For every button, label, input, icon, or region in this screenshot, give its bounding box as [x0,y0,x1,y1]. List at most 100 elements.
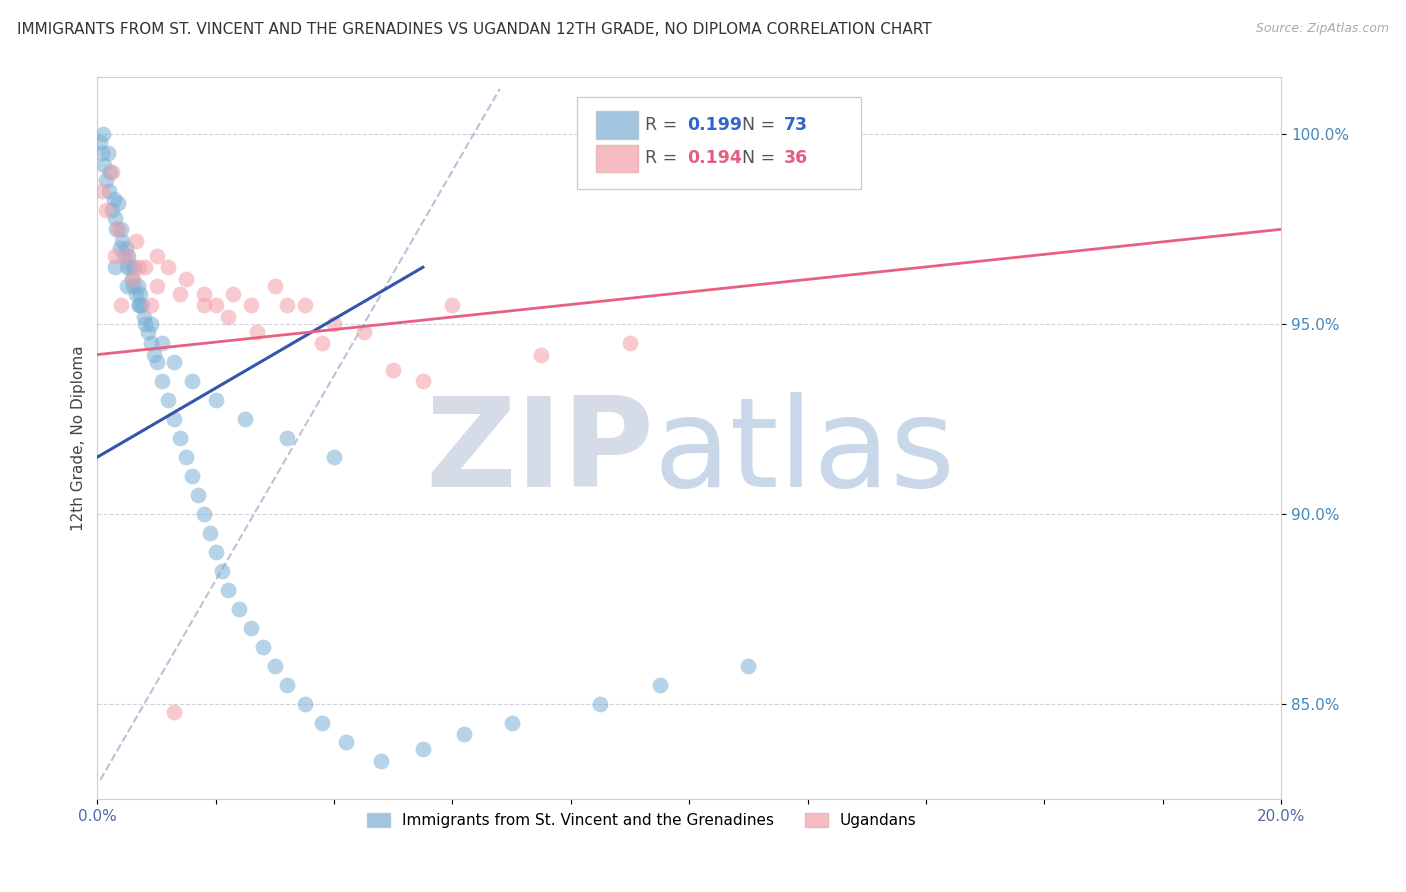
Point [181,374,204,388]
Point [96,203,118,218]
Text: N =: N = [742,149,782,167]
Point [323,450,346,464]
Point [152,374,174,388]
Point [127,279,149,293]
Text: 73: 73 [785,116,808,134]
Point [412,742,434,756]
Point [217,582,239,597]
Point [240,621,263,635]
Point [453,727,475,741]
Point [117,249,139,263]
Point [169,286,191,301]
Point [136,325,159,339]
FancyBboxPatch shape [596,145,638,172]
Point [222,286,245,301]
Point [441,298,464,312]
Point [100,165,122,179]
Text: atlas: atlas [654,392,956,513]
Point [96,173,118,187]
Point [110,222,132,236]
Point [252,640,274,654]
Point [276,431,298,445]
Point [193,286,215,301]
Point [412,374,434,388]
Point [193,507,215,521]
Point [134,317,156,331]
Point [121,271,143,285]
Point [108,241,131,255]
Point [211,564,233,578]
Point [335,735,357,749]
Point [139,298,162,312]
Point [737,659,759,673]
Point [122,260,145,275]
Point [111,234,134,248]
Point [104,211,127,225]
Point [125,234,148,248]
Point [163,355,186,369]
Point [91,146,114,161]
Text: R =: R = [645,116,683,134]
Y-axis label: 12th Grade, No Diploma: 12th Grade, No Diploma [72,345,86,531]
Point [131,298,153,312]
Point [294,298,316,312]
Point [589,697,612,711]
Point [382,363,405,377]
Point [139,317,162,331]
Point [103,192,125,206]
Point [163,412,186,426]
Text: 36: 36 [785,149,808,167]
Point [353,325,375,339]
Point [115,260,138,275]
Point [181,469,204,483]
Point [89,135,111,149]
Point [193,298,215,312]
Point [370,754,392,768]
Point [157,260,180,275]
Point [98,185,121,199]
Point [114,241,136,255]
Point [246,325,269,339]
Point [128,260,150,275]
Point [129,286,152,301]
Point [619,336,641,351]
Point [323,317,346,331]
Point [101,165,124,179]
Point [311,715,333,730]
Point [115,279,138,293]
Point [530,348,553,362]
Point [501,715,523,730]
Point [240,298,263,312]
Point [648,678,671,692]
Point [132,310,155,324]
Point [198,526,221,541]
Point [204,545,226,559]
Point [118,260,141,275]
Text: IMMIGRANTS FROM ST. VINCENT AND THE GRENADINES VS UGANDAN 12TH GRADE, NO DIPLOMA: IMMIGRANTS FROM ST. VINCENT AND THE GREN… [17,22,932,37]
Text: 0.194: 0.194 [688,149,742,167]
Point [174,271,197,285]
Point [228,602,250,616]
Point [128,298,150,312]
Point [110,298,132,312]
Point [112,249,135,263]
Point [204,298,226,312]
Point [107,222,129,236]
Point [97,146,120,161]
Point [187,488,209,502]
Point [121,271,143,285]
Point [294,697,316,711]
Point [91,128,114,142]
Point [121,279,143,293]
Point [169,431,191,445]
FancyBboxPatch shape [596,112,638,139]
Point [276,678,298,692]
Point [105,222,128,236]
Point [264,659,287,673]
Text: ZIP: ZIP [425,392,654,513]
Point [104,260,127,275]
Point [145,355,167,369]
Point [91,185,114,199]
Point [217,310,239,324]
Point [142,348,165,362]
